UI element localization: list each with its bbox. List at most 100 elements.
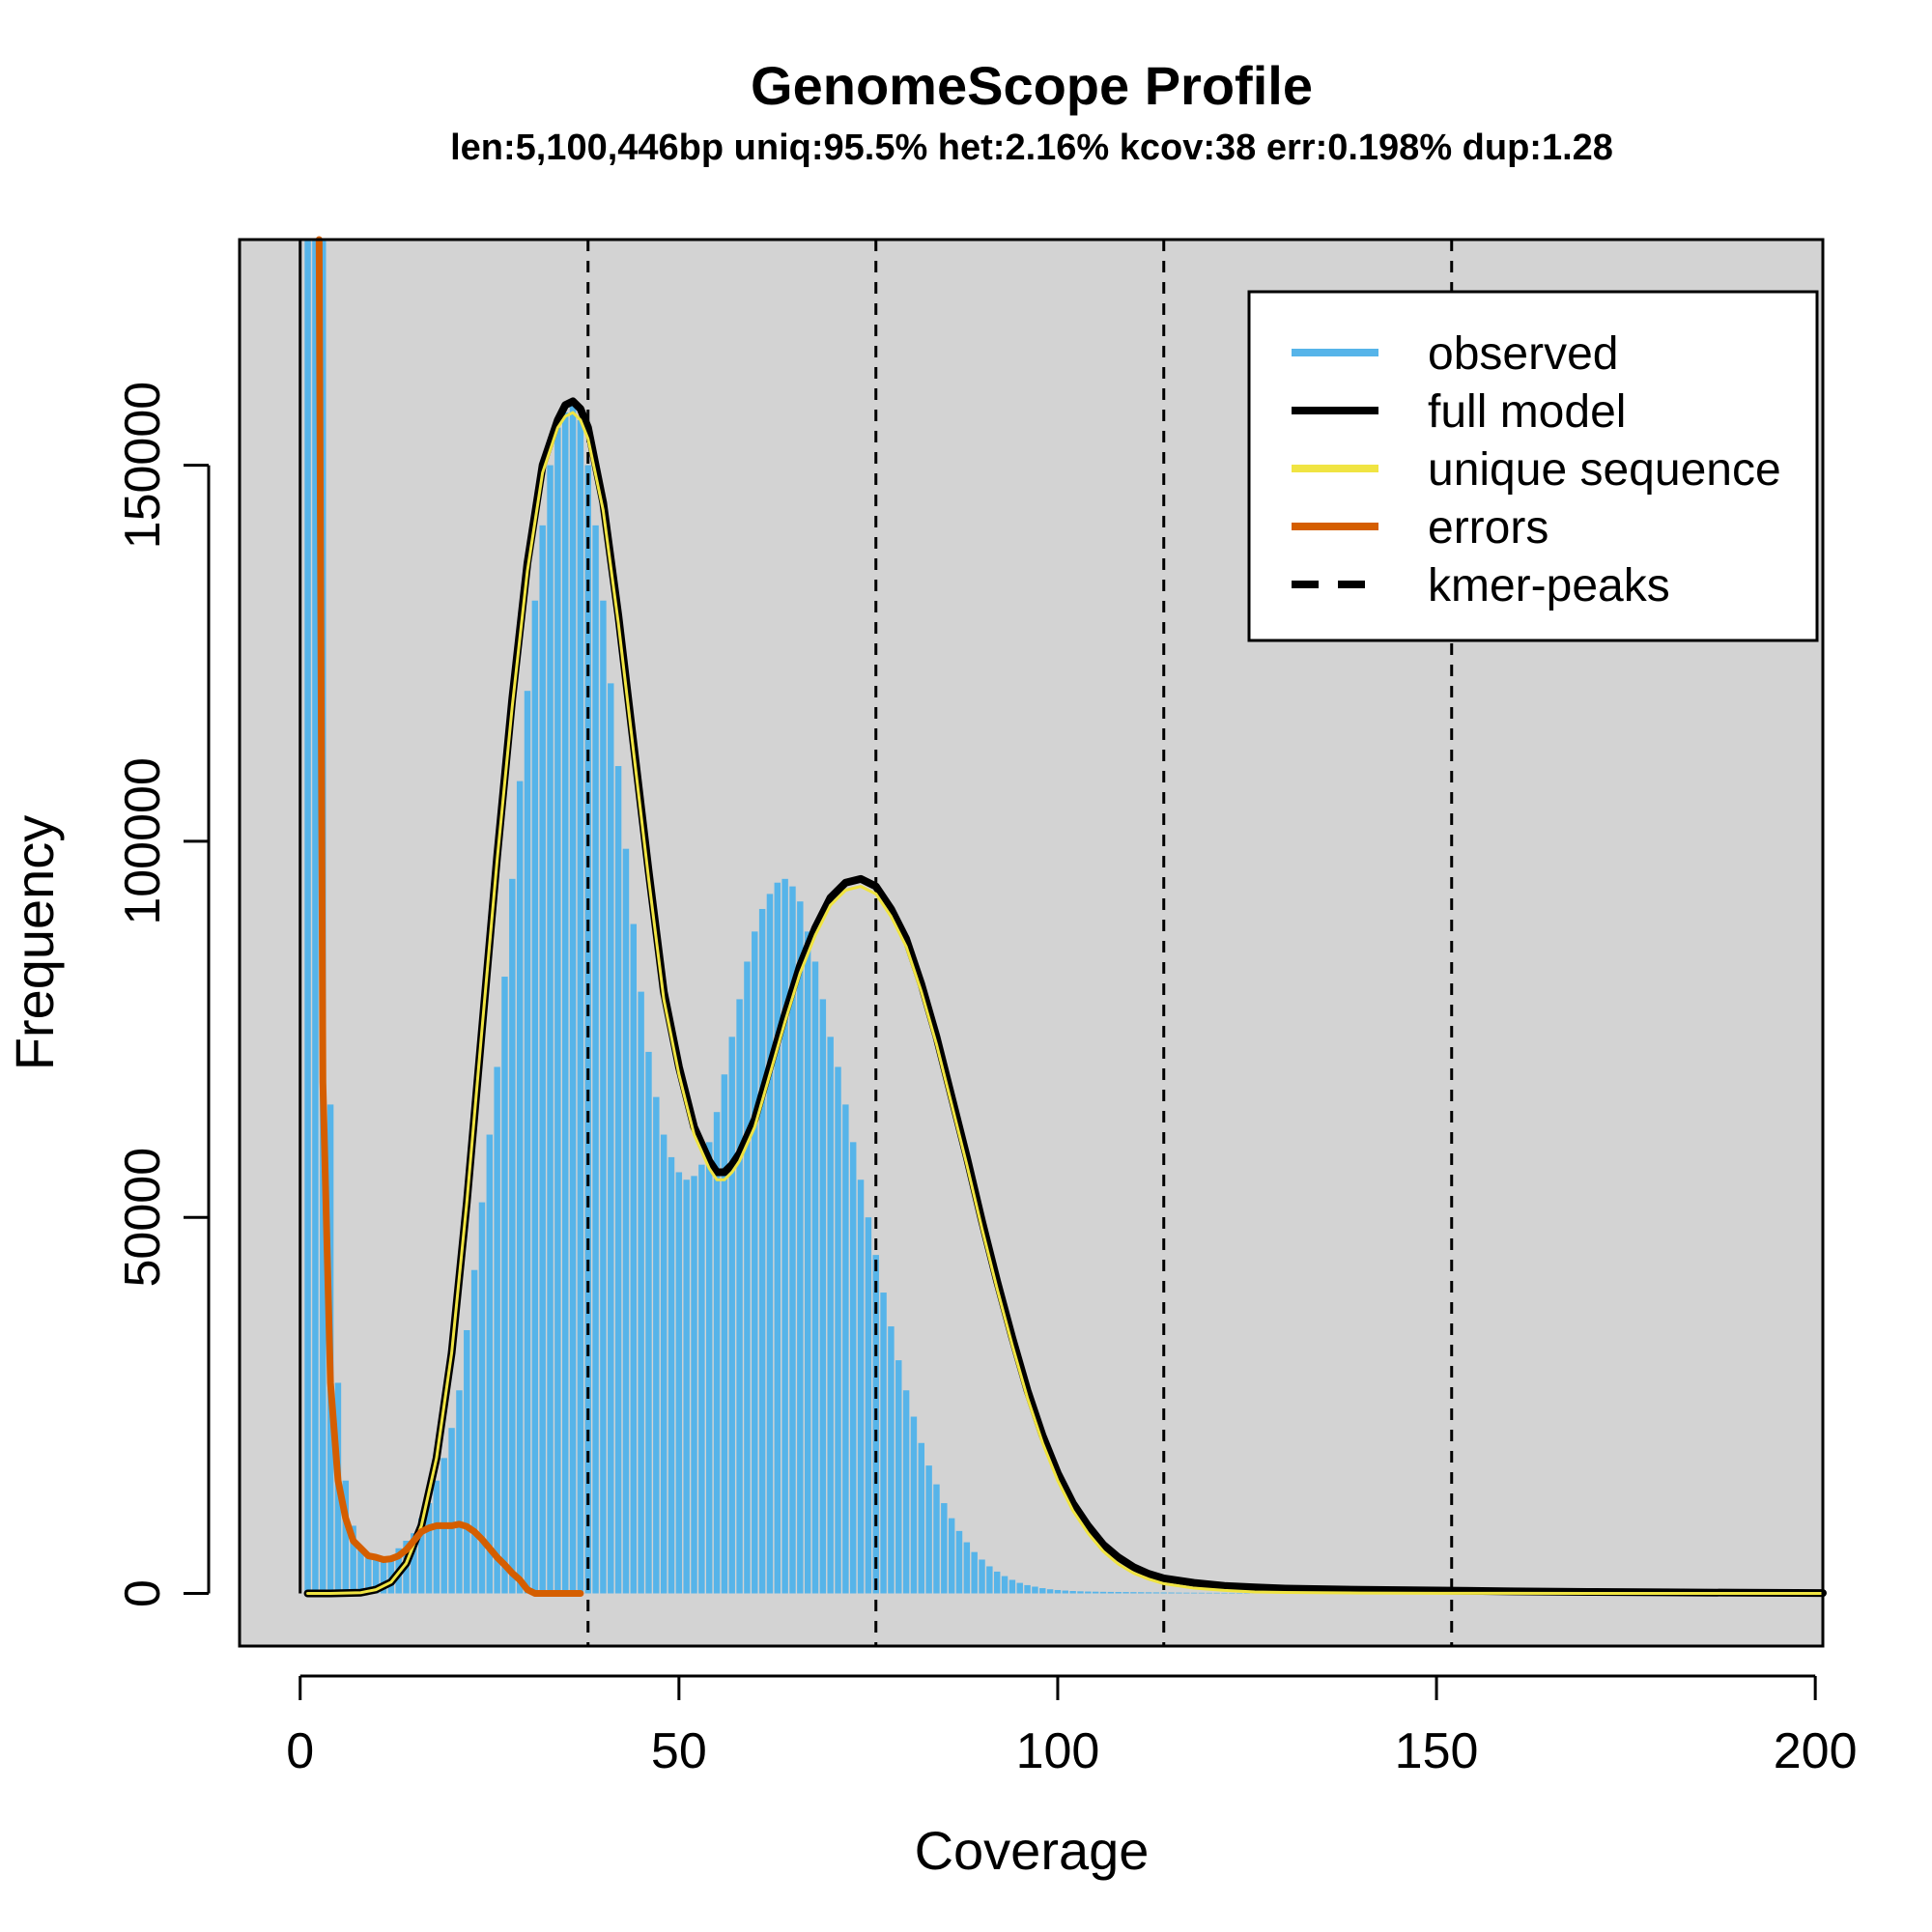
observed-bar: [365, 1555, 372, 1594]
observed-bar: [918, 1442, 924, 1594]
observed-bar: [494, 1066, 500, 1594]
y-tick-label: 100000: [115, 757, 171, 925]
observed-bar: [1046, 1589, 1054, 1594]
observed-bar: [1176, 1592, 1182, 1594]
observed-bar: [653, 1096, 660, 1594]
observed-bar: [728, 1037, 735, 1594]
legend-label: kmer-peaks: [1428, 560, 1670, 611]
observed-bar: [979, 1559, 985, 1594]
observed-bar: [1001, 1576, 1009, 1594]
observed-bar: [464, 1329, 470, 1594]
observed-bar: [781, 878, 788, 1594]
observed-bar: [486, 1134, 493, 1594]
observed-bar: [925, 1465, 932, 1594]
observed-bar: [456, 1390, 463, 1594]
model-lines: [303, 236, 1827, 1598]
observed-bar: [380, 1559, 387, 1594]
observed-bar: [1069, 1591, 1076, 1594]
observed-bar: [910, 1416, 918, 1594]
observed-bar: [744, 961, 751, 1594]
observed-bar: [425, 1503, 433, 1594]
observed-bar: [971, 1551, 978, 1594]
observed-histogram: [298, 240, 1289, 1594]
observed-bar: [600, 600, 607, 1594]
observed-bar: [509, 878, 516, 1594]
observed-bar: [372, 1559, 380, 1594]
observed-bar: [342, 1480, 349, 1594]
observed-bar: [835, 1066, 841, 1594]
observed-bar: [1054, 1589, 1062, 1594]
observed-bar: [668, 1156, 675, 1594]
legend-label: unique sequence: [1428, 444, 1781, 496]
observed-bar: [1016, 1582, 1023, 1594]
observed-bar: [478, 1202, 486, 1594]
x-tick-label: 150: [1395, 1723, 1479, 1779]
legend-label: errors: [1428, 502, 1548, 554]
observed-bar: [1130, 1592, 1137, 1594]
observed-bar: [1152, 1592, 1160, 1594]
observed-bar: [1062, 1590, 1068, 1594]
observed-bar: [1024, 1584, 1031, 1594]
observed-bar: [850, 1142, 857, 1594]
observed-bar: [865, 1217, 872, 1594]
observed-bar: [1183, 1592, 1190, 1594]
x-tick-label: 200: [1774, 1723, 1858, 1779]
observed-bar: [698, 1164, 705, 1594]
legend: observed full model unique sequence errors k…: [1247, 290, 1819, 642]
observed-bar: [819, 999, 827, 1594]
observed-bar: [766, 894, 774, 1594]
observed-bar: [547, 465, 554, 1594]
observed-bar: [872, 1255, 879, 1594]
observed-bar: [1092, 1591, 1099, 1594]
observed-bar: [895, 1360, 902, 1594]
observed-bar: [1032, 1586, 1038, 1594]
observed-bar: [1198, 1592, 1206, 1594]
observed-bar: [622, 848, 630, 1594]
x-axis-label: Coverage: [915, 1820, 1150, 1881]
legend-label: full model: [1428, 386, 1626, 438]
observed-bar: [1160, 1592, 1167, 1594]
x-tick-label: 100: [1016, 1723, 1100, 1779]
observed-bar: [827, 1037, 834, 1594]
observed-bar: [1138, 1592, 1145, 1594]
observed-bar: [524, 691, 531, 1594]
observed-bar: [304, 240, 311, 1594]
observed-bar: [842, 1104, 849, 1594]
observed-bar: [350, 1525, 356, 1594]
observed-bar: [721, 1074, 728, 1594]
observed-bar: [614, 766, 622, 1594]
observed-bar: [941, 1503, 948, 1594]
observed-bar: [752, 931, 758, 1594]
y-tick-label: 150000: [115, 382, 171, 550]
observed-bar: [448, 1428, 455, 1594]
observed-bar: [539, 525, 546, 1594]
observed-bar: [683, 1179, 690, 1594]
observed-bar: [501, 977, 508, 1594]
observed-bar: [963, 1542, 971, 1594]
observed-bar: [1077, 1591, 1084, 1594]
observed-bar: [955, 1530, 963, 1594]
observed-bar: [418, 1518, 425, 1594]
x-tick-label: 50: [651, 1723, 707, 1779]
observed-bar: [411, 1533, 417, 1594]
observed-bar: [902, 1390, 910, 1594]
observed-bar: [888, 1326, 895, 1594]
observed-bar: [691, 1176, 697, 1594]
observed-bar: [789, 886, 796, 1594]
observed-bar: [933, 1484, 940, 1594]
observed-bar: [1168, 1592, 1175, 1594]
observed-bar: [1107, 1591, 1115, 1594]
y-tick-label: 50000: [115, 1148, 171, 1288]
observed-bar: [1221, 1592, 1228, 1594]
observed-bar: [1213, 1592, 1220, 1594]
observed-bar: [1229, 1592, 1236, 1594]
observed-bar: [387, 1555, 395, 1594]
observed-bar: [1115, 1592, 1122, 1594]
unique-sequence-line: [306, 411, 1825, 1595]
observed-bar: [758, 908, 766, 1594]
y-axis-label: Frequency: [4, 815, 65, 1071]
observed-bar: [1122, 1592, 1129, 1594]
observed-bar: [577, 419, 584, 1594]
observed-bar: [713, 1112, 721, 1594]
